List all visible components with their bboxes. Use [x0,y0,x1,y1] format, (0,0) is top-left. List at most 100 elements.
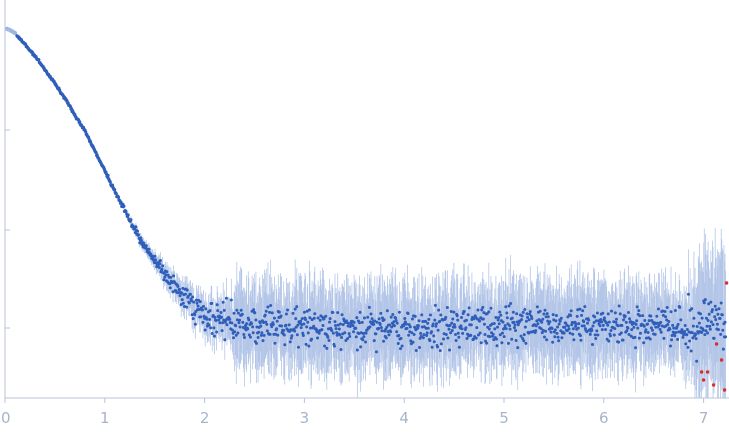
data-point [571,327,575,331]
data-point [635,305,639,309]
data-point [678,305,682,309]
data-point [478,319,482,323]
data-point [208,309,212,313]
data-point [299,326,303,330]
data-point [606,323,610,327]
data-point [714,308,718,312]
data-point [577,322,581,326]
data-point [599,317,603,321]
data-point [478,331,482,335]
data-point [654,325,658,329]
data-point [465,337,469,341]
data-point [263,313,267,317]
data-point [333,320,337,324]
data-point [222,308,226,312]
data-point [144,244,148,248]
data-point [354,335,358,339]
data-point [256,335,260,339]
data-point [519,334,523,338]
data-point [191,295,195,299]
data-point [644,328,648,332]
data-point [180,298,184,302]
x-tick-label: 2 [200,409,210,427]
data-point [439,342,443,346]
data-point [197,307,201,311]
data-point [355,348,359,352]
data-point [588,332,592,336]
data-point [686,345,690,349]
data-point [205,317,209,321]
data-point [308,326,312,330]
data-point [447,327,451,331]
data-point [379,326,383,330]
data-point [582,324,586,328]
data-point [665,306,669,310]
data-point [562,331,566,335]
data-point [137,233,141,237]
data-point [723,320,727,324]
data-point [160,267,164,271]
data-point [701,328,705,332]
data-point [474,336,478,340]
data-point [277,310,281,314]
data-point [542,312,546,316]
data-point [707,302,711,306]
data-point [481,317,485,321]
data-point [171,290,175,294]
data-point [394,319,398,323]
data-point [284,312,288,316]
data-point [403,317,407,321]
data-point [506,341,510,345]
data-point [632,325,636,329]
data-point [328,320,332,324]
data-point [464,318,468,322]
data-point [321,324,325,328]
data-point [198,300,202,304]
data-point [621,338,625,342]
data-point [310,337,314,341]
data-point [260,331,264,335]
data-point [528,312,532,316]
data-point [157,266,161,270]
data-point [661,313,665,317]
x-tick-label: 5 [499,409,509,427]
data-point [553,328,557,332]
data-point [348,335,352,339]
data-point [179,303,183,307]
data-point [306,331,310,335]
data-point [261,339,265,343]
data-point [254,341,258,345]
data-point [352,330,356,334]
data-point [509,302,513,306]
data-point [542,335,546,339]
data-point [283,343,287,347]
data-point [374,350,378,354]
data-point [574,324,578,328]
data-point [282,333,286,337]
data-point [328,317,332,321]
data-point [510,316,514,320]
data-point [299,319,303,323]
data-point [452,323,456,327]
data-point [242,332,246,336]
data-point [551,313,555,317]
data-point [212,326,216,330]
data-point [224,296,228,300]
data-point [623,314,627,318]
data-point [302,322,306,326]
outlier-point [724,281,729,285]
data-point [426,321,430,325]
data-point [507,304,511,308]
data-point [425,333,429,337]
data-point [361,338,365,342]
data-point [620,324,624,328]
data-point [134,225,138,229]
data-point [424,319,428,323]
data-point [647,319,651,323]
data-point [233,330,237,334]
data-point [591,324,595,328]
data-point [366,315,370,319]
data-point [524,341,528,345]
data-point [637,309,641,313]
data-point [419,331,423,335]
